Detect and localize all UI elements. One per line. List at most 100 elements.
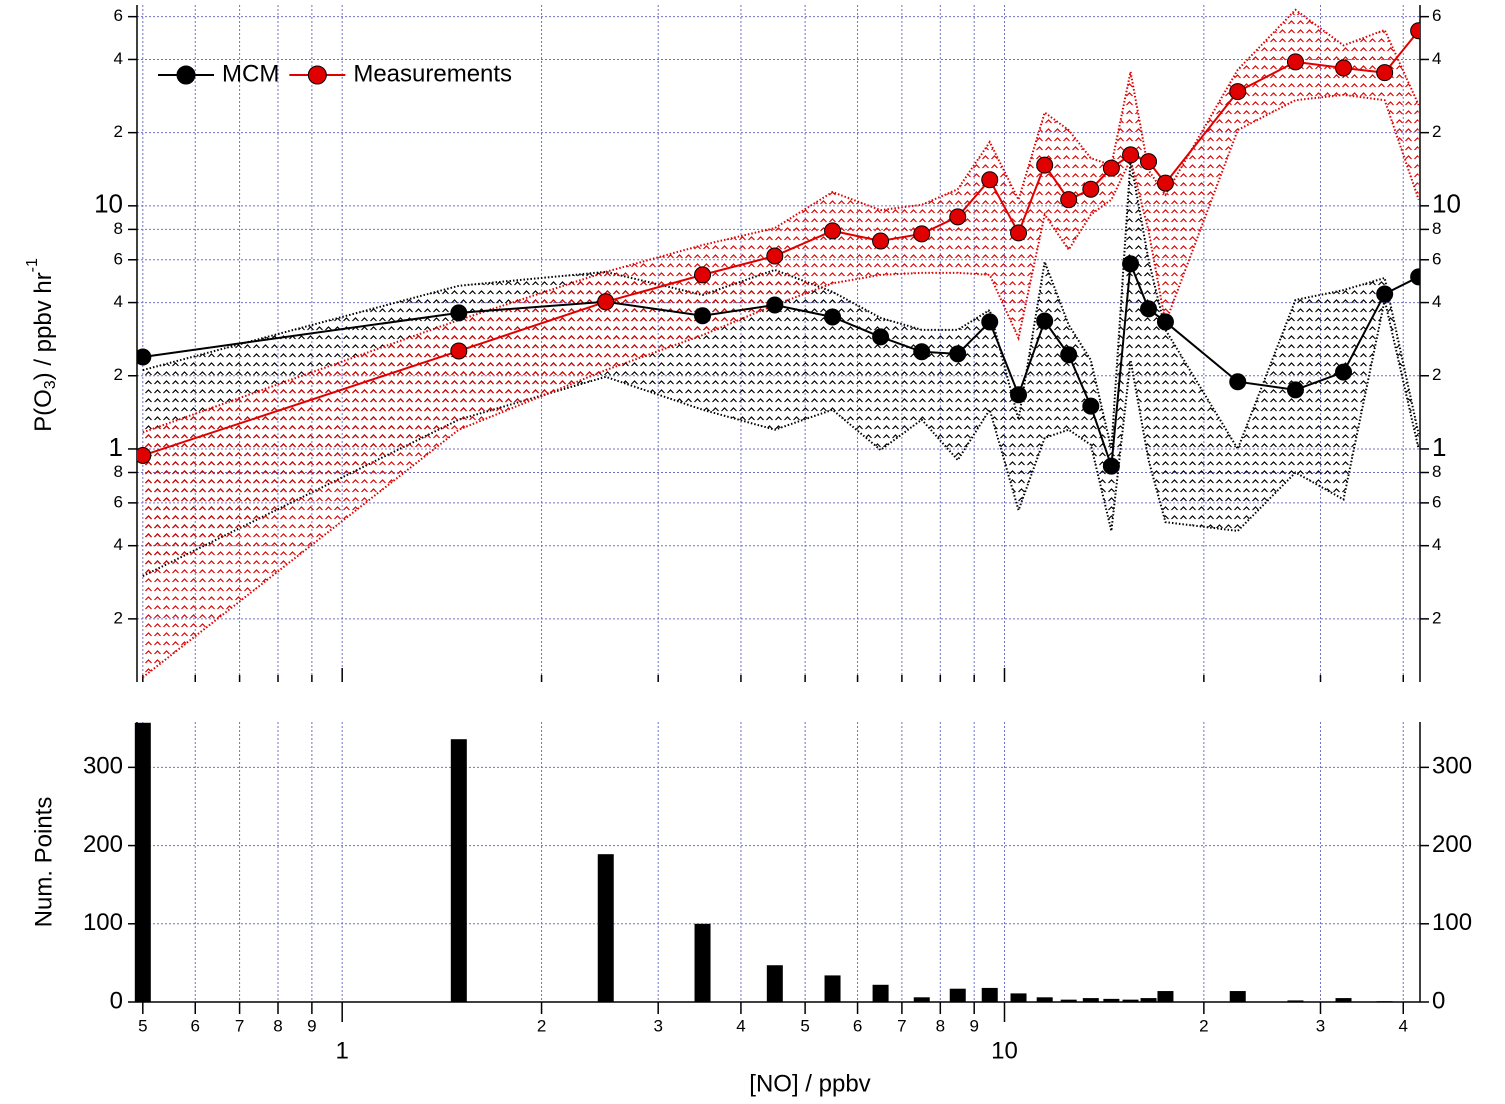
- bar: [872, 984, 889, 1002]
- data-point: [694, 266, 712, 284]
- x-tick-label: 6: [191, 1016, 200, 1035]
- x-tick-label: 9: [969, 1016, 978, 1035]
- x-tick-label: 3: [653, 1016, 662, 1035]
- x-tick-label: 1: [336, 1037, 349, 1064]
- band-upper: [142, 8, 1420, 434]
- data-point: [1082, 397, 1100, 415]
- y-tick-label-right: 2: [1432, 608, 1441, 627]
- y-tick-label-right: 200: [1432, 831, 1472, 858]
- uncertainty-band: [142, 9, 1419, 678]
- bar: [597, 854, 614, 1002]
- data-point: [1335, 59, 1353, 77]
- y-tick-label: 2: [114, 365, 123, 384]
- x-tick-label: 4: [1399, 1016, 1408, 1035]
- data-point: [450, 342, 468, 360]
- x-tick-label: 3: [1316, 1016, 1325, 1035]
- x-tick-label: 2: [1199, 1016, 1208, 1035]
- data-point: [872, 232, 890, 250]
- data-point: [1229, 373, 1247, 391]
- y-tick-label-right: 10: [1432, 189, 1461, 219]
- y-tick-label: 1: [109, 432, 123, 462]
- bar: [134, 722, 151, 1002]
- bar: [1082, 998, 1099, 1002]
- bar: [766, 965, 783, 1002]
- data-point: [1286, 381, 1304, 399]
- bar: [949, 988, 966, 1002]
- data-point: [981, 313, 999, 331]
- data-point: [949, 208, 967, 226]
- data-point: [824, 308, 842, 326]
- data-point: [1286, 53, 1304, 71]
- bar: [824, 975, 841, 1002]
- data-point: [1229, 83, 1247, 101]
- y-tick-label: 6: [114, 249, 123, 268]
- data-point: [1410, 22, 1420, 40]
- data-point: [949, 345, 967, 363]
- band-lower: [142, 299, 1420, 577]
- bar: [694, 923, 711, 1002]
- y-label-part: ) / ppbv hr: [30, 272, 57, 380]
- x-tick-label: 4: [736, 1016, 745, 1035]
- y-tick-label: 4: [114, 292, 123, 311]
- x-tick-label: 8: [936, 1016, 945, 1035]
- y-tick-label: 300: [83, 753, 123, 780]
- x-tick-label: 6: [853, 1016, 862, 1035]
- legend-marker: [176, 65, 196, 85]
- data-point: [450, 304, 468, 322]
- data-point: [1036, 312, 1054, 330]
- plot-area: [137, 8, 1420, 679]
- data-point: [872, 328, 890, 346]
- bar: [1140, 998, 1157, 1002]
- y-tick-label-right: 6: [1432, 249, 1441, 268]
- bar: [1376, 1001, 1393, 1002]
- bar: [1229, 991, 1246, 1002]
- y-label-part: P(O: [30, 389, 57, 432]
- bar: [1010, 993, 1027, 1002]
- data-point: [137, 348, 152, 366]
- y-tick-label: 4: [114, 49, 123, 68]
- data-point: [981, 171, 999, 189]
- data-point: [1082, 180, 1100, 198]
- data-point: [1036, 156, 1054, 174]
- data-point: [1410, 268, 1420, 286]
- y-tick-label-right: 0: [1432, 987, 1445, 1014]
- bar: [1157, 991, 1174, 1002]
- data-point: [1140, 153, 1158, 171]
- y-tick-label-right: 8: [1432, 219, 1441, 238]
- data-point: [1122, 146, 1140, 164]
- data-point: [694, 307, 712, 325]
- bar: [1287, 1000, 1304, 1002]
- legend-label: MCM: [222, 60, 279, 87]
- data-point: [1102, 159, 1120, 177]
- data-point: [766, 296, 784, 314]
- y-axis-label: Num. Points: [30, 797, 57, 928]
- y-tick-label-right: 4: [1432, 292, 1441, 311]
- data-point: [1376, 285, 1394, 303]
- bar: [1103, 998, 1120, 1002]
- data-point: [1122, 255, 1140, 273]
- bar: [981, 987, 998, 1002]
- legend-marker: [307, 65, 327, 85]
- y-label-superscript: -1: [24, 258, 41, 272]
- legend-label: Measurements: [353, 60, 512, 87]
- x-tick-label: 5: [138, 1016, 147, 1035]
- y-tick-label-right: 100: [1432, 909, 1472, 936]
- y-tick-label: 0: [110, 987, 123, 1014]
- data-point: [913, 343, 931, 361]
- y-tick-label-right: 1: [1432, 432, 1446, 462]
- y-tick-label: 6: [114, 6, 123, 25]
- data-point: [1060, 346, 1078, 364]
- x-axis-label: [NO] / ppbv: [749, 1070, 870, 1097]
- data-point: [1156, 174, 1174, 192]
- bar: [913, 997, 930, 1002]
- data-point: [766, 247, 784, 265]
- data-point: [1060, 191, 1078, 209]
- data-point: [1140, 300, 1158, 318]
- x-tick-label: 7: [897, 1016, 906, 1035]
- data-point: [1010, 224, 1028, 242]
- y-tick-label: 2: [114, 608, 123, 627]
- bar: [1036, 997, 1053, 1002]
- bar: [1335, 998, 1352, 1002]
- y-tick-label: 8: [114, 462, 123, 481]
